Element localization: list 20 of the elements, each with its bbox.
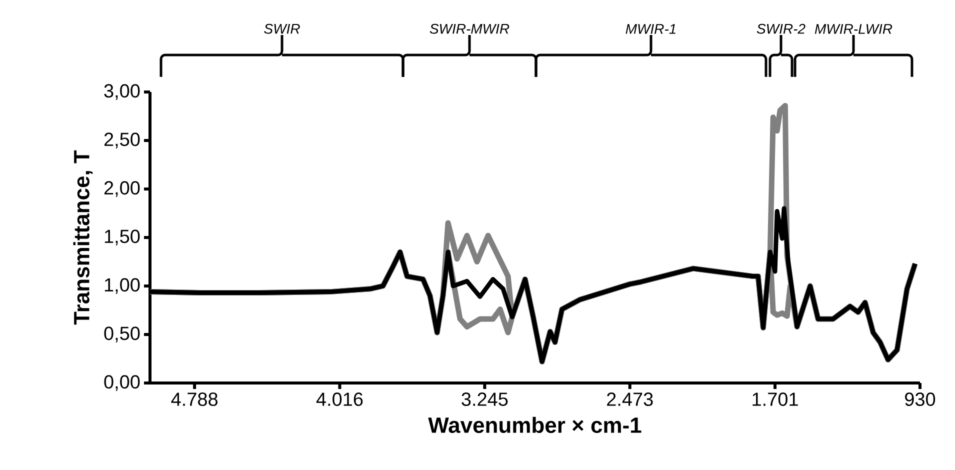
y-tick-label: 2,00 (104, 181, 140, 197)
y-tick-label: 1,00 (104, 278, 140, 294)
x-axis-title: Wavenumber × cm-1 (428, 416, 642, 433)
x-tick-label: 4.788 (171, 392, 218, 406)
y-tick-label: 3,00 (104, 84, 140, 100)
y-tick-label: 2,50 (104, 132, 140, 148)
text: SWIR-2 (756, 24, 806, 34)
text: SWIR-MWIR (430, 24, 510, 34)
y-tick-label: 0,00 (104, 375, 140, 391)
y-tick-label: 1,50 (104, 230, 140, 246)
x-tick-label: 1.701 (752, 392, 798, 406)
x-tick-label: 4.016 (316, 392, 363, 406)
text: MWIR-1 (626, 24, 676, 34)
y-axis-title: Transmittance, T (73, 150, 93, 325)
text: MWIR-LWIR (814, 24, 892, 34)
y-tick-label: 0,50 (104, 326, 140, 342)
x-tick-label: 930 (905, 392, 936, 406)
x-tick-label: 2.473 (607, 392, 653, 406)
x-tick-label: 3.245 (462, 392, 508, 406)
text: SWIR (264, 24, 300, 34)
